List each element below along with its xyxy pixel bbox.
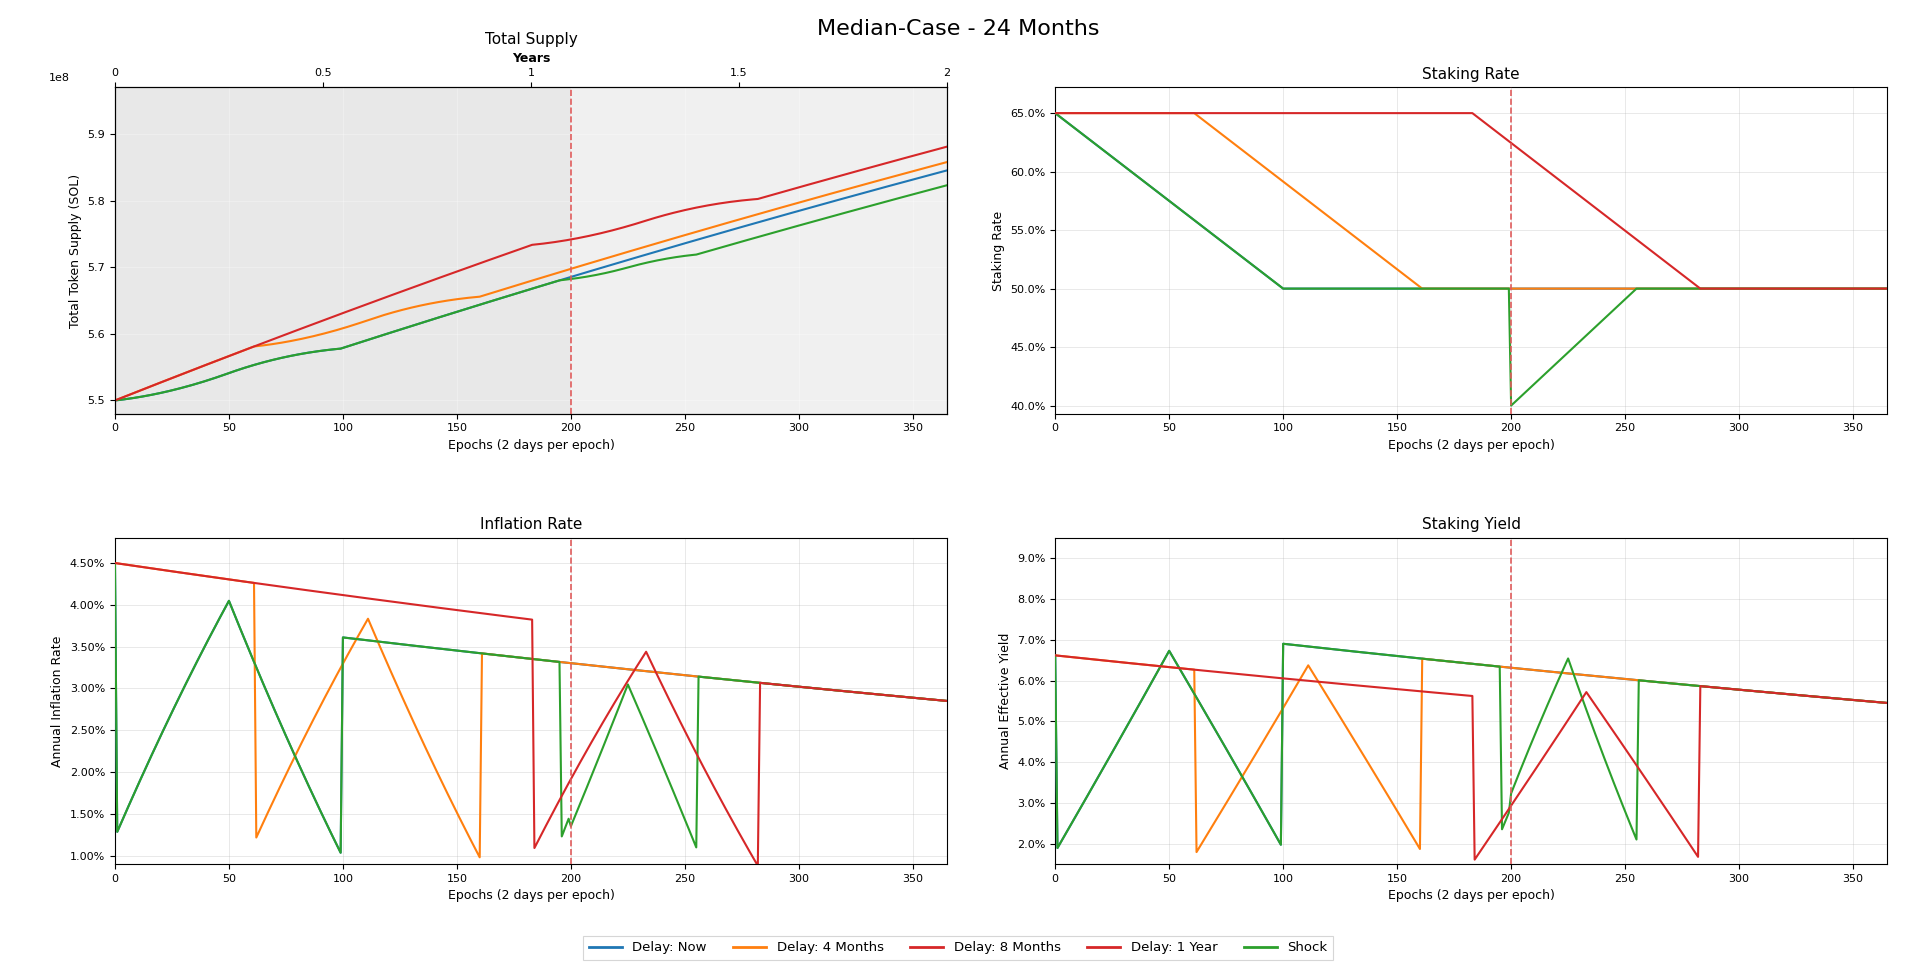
Text: 1e8: 1e8 xyxy=(48,73,69,83)
Y-axis label: Annual Inflation Rate: Annual Inflation Rate xyxy=(52,635,65,767)
Bar xyxy=(571,87,947,414)
Title: Staking Rate: Staking Rate xyxy=(1422,67,1519,83)
Bar xyxy=(115,87,571,414)
Title: Inflation Rate: Inflation Rate xyxy=(479,518,582,532)
X-axis label: Epochs (2 days per epoch): Epochs (2 days per epoch) xyxy=(1387,889,1554,902)
Y-axis label: Total Token Supply (SOL): Total Token Supply (SOL) xyxy=(69,174,82,327)
Title: Staking Yield: Staking Yield xyxy=(1422,518,1521,532)
X-axis label: Years: Years xyxy=(512,52,550,65)
X-axis label: Epochs (2 days per epoch): Epochs (2 days per epoch) xyxy=(448,439,615,452)
X-axis label: Epochs (2 days per epoch): Epochs (2 days per epoch) xyxy=(448,889,615,902)
Text: Median-Case - 24 Months: Median-Case - 24 Months xyxy=(816,19,1100,40)
X-axis label: Epochs (2 days per epoch): Epochs (2 days per epoch) xyxy=(1387,439,1554,452)
Y-axis label: Annual Effective Yield: Annual Effective Yield xyxy=(998,633,1012,769)
Legend: Delay: Now, Delay: 4 Months, Delay: 8 Months, Delay: 1 Year, Shock: Delay: Now, Delay: 4 Months, Delay: 8 Mo… xyxy=(584,936,1332,959)
Title: Total Supply: Total Supply xyxy=(485,32,577,47)
Y-axis label: Staking Rate: Staking Rate xyxy=(992,211,1004,290)
